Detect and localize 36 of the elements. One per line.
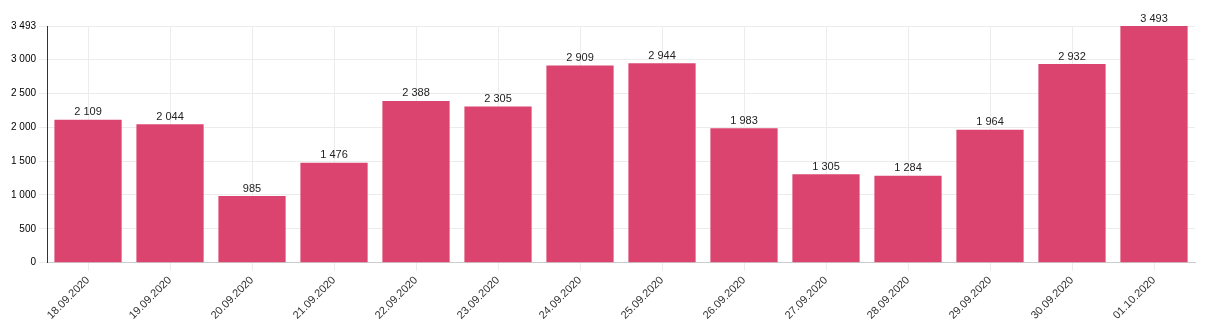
y-tick-label: 2 500 xyxy=(10,87,37,99)
data-label: 1 284 xyxy=(894,161,922,174)
data-label: 2 109 xyxy=(74,105,102,118)
y-tick-label: 1 500 xyxy=(10,154,37,166)
data-label: 1 476 xyxy=(320,148,348,161)
bar xyxy=(628,63,696,263)
bar xyxy=(136,124,204,263)
data-label: 2 909 xyxy=(566,51,594,64)
bar xyxy=(792,174,860,263)
bar xyxy=(1038,64,1106,263)
y-tick-label: 2 000 xyxy=(10,120,37,132)
bar xyxy=(546,65,614,263)
data-label: 2 944 xyxy=(648,48,676,61)
bar xyxy=(382,100,450,263)
bar xyxy=(54,119,122,263)
bar xyxy=(218,195,286,263)
data-label: 1 305 xyxy=(812,159,840,172)
y-tick-label: 3 493 xyxy=(10,19,37,31)
data-label: 2 044 xyxy=(156,109,184,122)
data-label: 3 493 xyxy=(1140,11,1168,24)
data-label: 2 388 xyxy=(402,86,430,99)
bar xyxy=(1120,26,1188,263)
bar xyxy=(956,129,1024,263)
bar xyxy=(300,162,368,263)
data-label: 1 964 xyxy=(976,115,1004,128)
y-tick-label: 0 xyxy=(30,256,37,268)
bar xyxy=(874,175,942,263)
bar xyxy=(710,128,778,263)
data-label: 985 xyxy=(242,181,262,194)
data-label: 1 983 xyxy=(730,113,758,126)
data-label: 2 305 xyxy=(484,92,512,105)
data-label: 2 932 xyxy=(1058,49,1086,62)
y-tick-label: 500 xyxy=(19,222,37,234)
y-tick-label: 3 000 xyxy=(10,53,37,65)
y-tick-label: 1 000 xyxy=(10,188,37,200)
bar xyxy=(464,106,532,263)
